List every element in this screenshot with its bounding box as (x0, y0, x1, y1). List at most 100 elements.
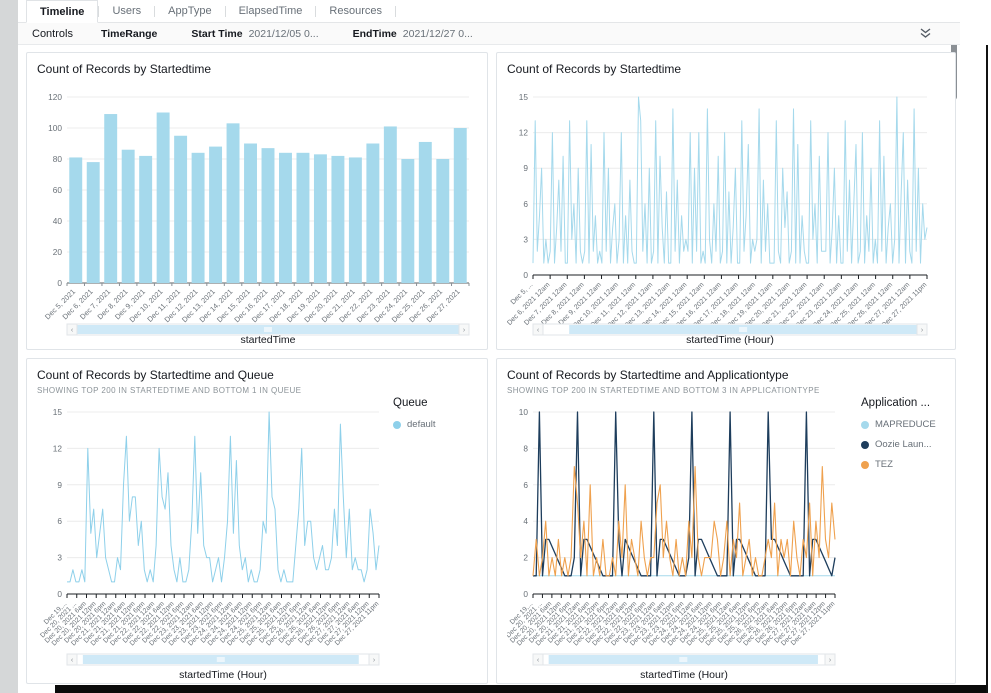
bar[interactable] (191, 152, 205, 283)
bar[interactable] (156, 112, 170, 284)
brush-grip[interactable] (216, 657, 225, 662)
y-tick-label: 8 (523, 443, 528, 453)
bar[interactable] (436, 159, 450, 283)
tab-users[interactable]: Users (112, 5, 142, 17)
chart-title: Count of Records by Startedtime (507, 62, 682, 76)
series-default-line[interactable] (67, 411, 380, 583)
window-right-edge (986, 45, 988, 693)
tab-resources[interactable]: Resources (329, 5, 382, 17)
control-endtime-value: 2021/12/27 0... (402, 27, 473, 40)
bar[interactable] (366, 143, 380, 284)
control-start-time-value: 2021/12/05 0... (248, 27, 319, 40)
bar[interactable] (69, 157, 83, 283)
bar[interactable] (226, 123, 240, 283)
sheet-tab-bar: Timeline Users AppType ElapsedTime Resou… (18, 0, 960, 23)
bar[interactable] (121, 149, 135, 283)
y-tick-label: 40 (53, 216, 63, 226)
brush-right-arrow[interactable] (368, 653, 380, 666)
control-timerange[interactable]: TimeRange (101, 28, 157, 40)
control-endtime[interactable]: EndTime 2021/12/27 0... (353, 28, 473, 40)
right-arrow-icon: › (463, 327, 466, 334)
legend-dot (393, 420, 401, 429)
tab-elapsedtime[interactable]: ElapsedTime (238, 5, 303, 17)
left-arrow-icon: ‹ (71, 327, 74, 334)
legend-title: Queue (393, 397, 428, 409)
tab-apptype[interactable]: AppType (168, 5, 212, 17)
y-tick-label: 60 (53, 185, 63, 195)
brush-grip[interactable] (264, 327, 272, 332)
bar[interactable] (401, 159, 415, 283)
brush-right-arrow[interactable] (824, 653, 836, 666)
series-Oozie Laun...-line[interactable] (533, 411, 836, 577)
chart-card-records-by-startedtime-bar: Count of Records by Startedtime 0 20 40 60 8… (26, 52, 488, 350)
bar[interactable] (331, 155, 345, 283)
left-arrow-icon: ‹ (537, 657, 540, 664)
chart-title: Count of Records by Startedtime and Queu… (37, 368, 274, 382)
x-axis-brush[interactable]: ‹ › (532, 323, 928, 336)
controls-label: Controls (32, 27, 73, 40)
bar[interactable] (86, 162, 100, 283)
tab-separator (315, 5, 317, 17)
series-TEZ-line[interactable] (532, 466, 836, 577)
tab-separator (98, 5, 100, 17)
series-count-line[interactable] (532, 96, 928, 264)
legend-dot (861, 460, 869, 469)
y-tick-label: 6 (57, 516, 62, 526)
left-arrow-icon: ‹ (71, 657, 74, 664)
bar[interactable] (244, 143, 257, 284)
control-start-time[interactable]: Start Time 2021/12/05 0... (191, 28, 318, 40)
brush-grip[interactable] (739, 327, 748, 332)
legend-item-mapreduce[interactable]: MAPREDUCE (861, 419, 947, 430)
bar[interactable] (261, 148, 275, 283)
tab-separator (394, 5, 396, 17)
tab-timeline[interactable]: Timeline (26, 0, 99, 23)
x-axis-brush[interactable]: ‹ › (66, 653, 380, 666)
brush-left-arrow[interactable] (66, 323, 78, 336)
y-tick-label: 20 (53, 247, 63, 257)
window-bottom-edge (55, 685, 988, 693)
bar[interactable] (383, 126, 397, 283)
brush-right-arrow[interactable] (458, 323, 470, 336)
brush-left-arrow[interactable] (532, 323, 544, 336)
brush-grip[interactable] (679, 657, 688, 662)
bar[interactable] (279, 152, 292, 283)
legend-item-default[interactable]: default (393, 419, 479, 430)
y-tick-label: 2 (523, 553, 528, 563)
legend-item-label: TEZ (875, 459, 893, 470)
bar[interactable] (453, 128, 467, 283)
chart-card-records-by-startedtime-apptype: Count of Records by Startedtime and Appl… (496, 358, 956, 684)
y-tick-label: 0 (57, 278, 62, 288)
bar[interactable] (418, 141, 432, 283)
y-tick-label: 15 (53, 407, 63, 417)
brush-left-arrow[interactable] (532, 653, 544, 666)
y-tick-label: 9 (523, 163, 528, 173)
legend-item-tez[interactable]: TEZ (861, 459, 947, 470)
legend-applicationtype: Application ... MAPREDUCE Oozie Laun... … (861, 397, 947, 479)
chart-card-records-by-startedtime-hour: Count of Records by Startedtime 0 3 6 9 12 15… (496, 52, 956, 350)
y-tick-label: 120 (48, 92, 62, 102)
x-axis-title: startedTime (Hour) (179, 669, 267, 681)
legend-dot (861, 440, 869, 449)
y-tick-label: 0 (57, 589, 62, 599)
brush-right-arrow[interactable] (916, 323, 928, 336)
right-arrow-icon: › (829, 657, 832, 664)
bar[interactable] (348, 157, 362, 283)
bar[interactable] (139, 155, 153, 283)
bar[interactable] (209, 146, 223, 283)
bar[interactable] (313, 154, 327, 283)
bar[interactable] (104, 114, 118, 283)
y-tick-label: 80 (53, 154, 63, 164)
dashboard: Timeline Users AppType ElapsedTime Resou… (18, 0, 960, 692)
collapse-controls-button[interactable] (919, 28, 932, 39)
bar[interactable] (174, 135, 188, 283)
y-tick-label: 0 (523, 270, 528, 280)
brush-left-arrow[interactable] (66, 653, 78, 666)
x-axis-brush[interactable]: ‹ › (532, 653, 836, 666)
legend-item-oozie-launcher[interactable]: Oozie Laun... (861, 439, 947, 450)
bar[interactable] (296, 152, 310, 283)
controls-bar: Controls TimeRange Start Time 2021/12/05… (18, 23, 960, 45)
x-axis-brush[interactable]: ‹ › (66, 323, 470, 336)
